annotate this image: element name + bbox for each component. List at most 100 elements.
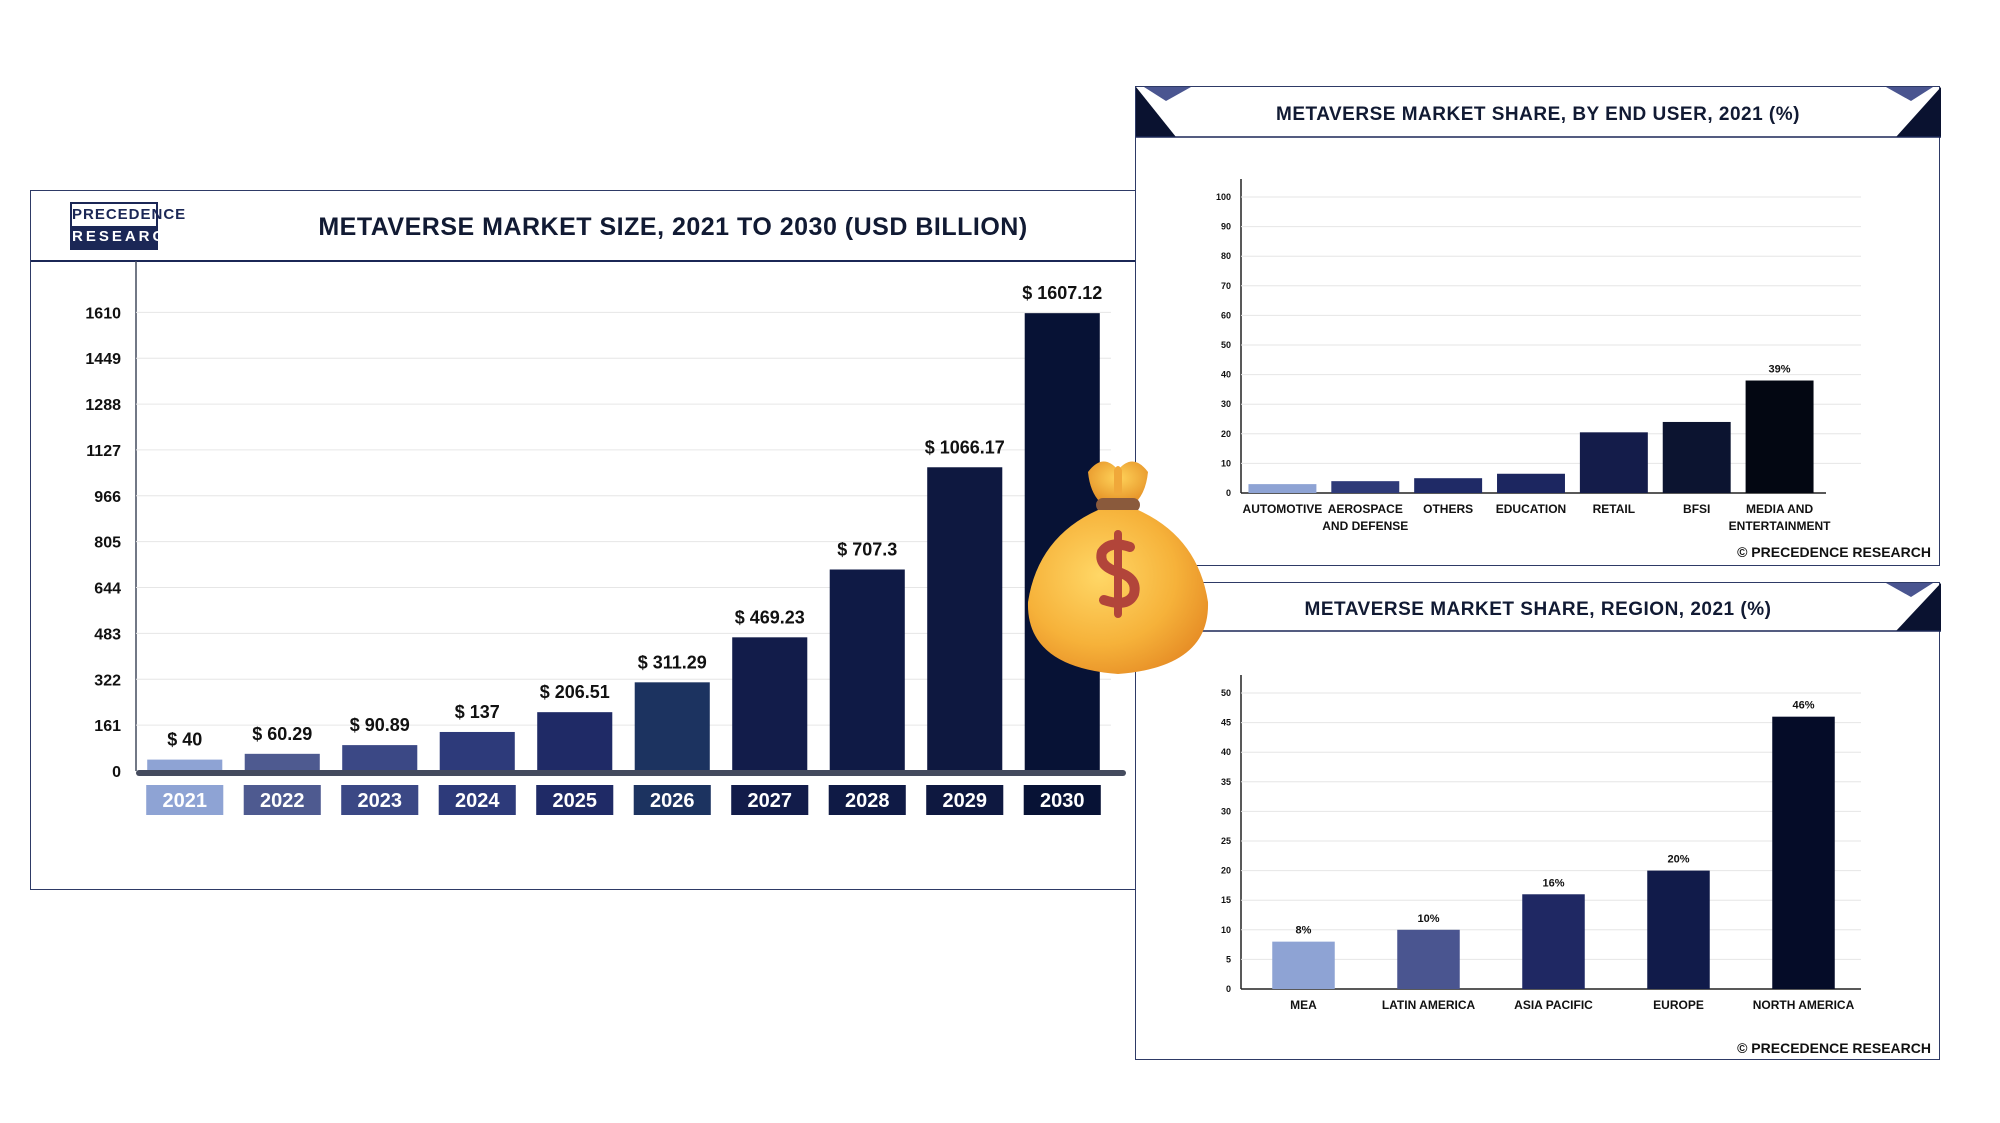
y-tick-label: 20 <box>1221 429 1231 439</box>
x-tick-label: MEDIA AND <box>1746 502 1813 516</box>
y-tick-label: 1449 <box>85 351 121 368</box>
bar <box>634 682 710 771</box>
bar <box>1497 473 1565 493</box>
bar-value-label: $ 137 <box>455 702 500 722</box>
bar <box>732 637 808 771</box>
year-label-box <box>438 785 516 815</box>
x-tick-label: LATIN AMERICA <box>1382 998 1476 1012</box>
year-label: 2025 <box>553 790 598 812</box>
x-tick-label: ASIA PACIFIC <box>1514 998 1593 1012</box>
bar <box>1745 380 1814 493</box>
banner-corner-left <box>1136 87 1176 137</box>
y-tick-label: 40 <box>1221 370 1231 380</box>
bar <box>1647 870 1710 989</box>
bar-value-label: 46% <box>1792 700 1814 712</box>
bar <box>1397 929 1460 989</box>
y-tick-label: 30 <box>1221 399 1231 409</box>
banner-corner-right <box>1896 583 1941 631</box>
x-tick-label: AUTOMOTIVE <box>1243 502 1323 516</box>
y-tick-label: 805 <box>94 535 121 552</box>
x-tick-label: EDUCATION <box>1496 502 1566 516</box>
y-tick-label: 80 <box>1221 251 1231 261</box>
bar <box>147 759 223 771</box>
year-label-box <box>146 785 224 815</box>
y-tick-label: 161 <box>94 718 121 735</box>
x-axis-baseline <box>136 770 1126 776</box>
x-tick-label: MEA <box>1290 998 1317 1012</box>
y-tick-label: 10 <box>1221 458 1231 468</box>
bar-value-label: $ 40 <box>167 730 202 750</box>
y-tick-label: 100 <box>1216 192 1231 202</box>
y-tick-label: 15 <box>1221 895 1231 905</box>
y-tick-label: 50 <box>1221 688 1231 698</box>
year-label: 2021 <box>163 790 208 812</box>
banner-corner-right <box>1896 87 1941 137</box>
bar <box>829 569 905 771</box>
y-tick-label: 60 <box>1221 310 1231 320</box>
y-tick-label: 45 <box>1221 718 1231 728</box>
year-label-box <box>1023 785 1101 815</box>
year-label-box <box>731 785 809 815</box>
year-label-box <box>633 785 711 815</box>
year-label-box <box>828 785 906 815</box>
chart-title: METAVERSE MARKET SIZE, 2021 TO 2030 (USD… <box>318 213 1027 241</box>
bar-value-label: $ 60.29 <box>252 724 312 744</box>
x-tick-label: NORTH AMERICA <box>1753 998 1855 1012</box>
logo-line-2: RESEARCH <box>72 226 177 248</box>
bar-value-label: $ 90.89 <box>350 715 410 735</box>
y-tick-label: 25 <box>1221 836 1231 846</box>
y-tick-label: 483 <box>94 626 121 643</box>
bar-value-label: $ 1607.12 <box>1022 283 1102 303</box>
year-label: 2030 <box>1040 790 1085 812</box>
year-label: 2023 <box>358 790 403 812</box>
region-share-chart: METAVERSE MARKET SHARE, REGION, 2021 (%)… <box>1136 583 1941 1056</box>
end-user-share-panel: METAVERSE MARKET SHARE, BY END USER, 202… <box>1135 86 1941 566</box>
year-label-box <box>926 785 1004 815</box>
x-tick-label: AND DEFENSE <box>1322 519 1408 533</box>
x-tick-label: RETAIL <box>1593 502 1635 516</box>
y-tick-label: 966 <box>94 489 121 506</box>
region-share-panel: METAVERSE MARKET SHARE, REGION, 2021 (%)… <box>1135 582 1941 1060</box>
bar <box>1522 894 1585 989</box>
chart-title: METAVERSE MARKET SHARE, BY END USER, 202… <box>1276 104 1800 125</box>
banner-accent-right <box>1886 583 1933 597</box>
credit-label: © PRECEDENCE RESEARCH <box>1737 1040 1931 1056</box>
market-size-chart: METAVERSE MARKET SIZE, 2021 TO 2030 (USD… <box>31 213 1151 815</box>
money-bag-icon <box>1027 461 1209 674</box>
bar <box>537 712 613 771</box>
bar <box>1331 481 1400 493</box>
bar <box>244 753 320 771</box>
year-label: 2029 <box>943 790 988 812</box>
bar-value-label: 20% <box>1667 854 1689 866</box>
x-tick-label: AEROSPACE <box>1328 502 1403 516</box>
y-tick-label: 0 <box>1226 984 1231 994</box>
credit-label: © PRECEDENCE RESEARCH <box>1737 544 1931 560</box>
bar-value-label: $ 707.3 <box>837 540 897 560</box>
bar-value-label: $ 206.51 <box>540 682 610 702</box>
y-tick-label: 1610 <box>85 305 121 322</box>
y-tick-label: 0 <box>112 764 121 781</box>
bar <box>1772 716 1835 989</box>
y-tick-label: 1288 <box>85 397 121 414</box>
chart-title: METAVERSE MARKET SHARE, REGION, 2021 (%) <box>1305 599 1772 620</box>
bar <box>1414 478 1483 493</box>
market-size-panel: METAVERSE MARKET SIZE, 2021 TO 2030 (USD… <box>30 190 1151 890</box>
y-tick-label: 0 <box>1226 488 1231 498</box>
logo-line-1: PRECEDENCE <box>72 206 187 223</box>
bar <box>1579 432 1648 493</box>
x-tick-label: EUROPE <box>1653 998 1704 1012</box>
bar <box>1248 484 1317 493</box>
x-tick-label: BFSI <box>1683 502 1710 516</box>
year-label-box <box>536 785 614 815</box>
x-tick-label: ENTERTAINMENT <box>1729 519 1831 533</box>
y-tick-label: 70 <box>1221 281 1231 291</box>
bar <box>1272 941 1335 989</box>
bar-value-label: 39% <box>1769 364 1791 376</box>
year-label: 2024 <box>455 790 500 812</box>
y-tick-label: 10 <box>1221 925 1231 935</box>
bar-value-label: 10% <box>1417 913 1439 925</box>
x-tick-label: OTHERS <box>1423 502 1473 516</box>
bar-value-label: 16% <box>1542 877 1564 889</box>
year-label: 2028 <box>845 790 890 812</box>
year-label: 2022 <box>260 790 305 812</box>
